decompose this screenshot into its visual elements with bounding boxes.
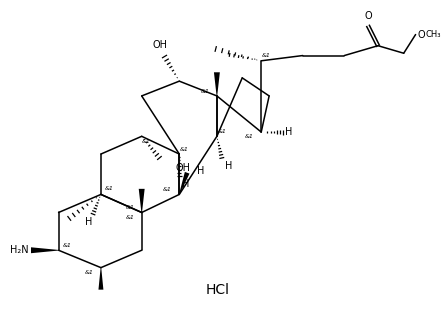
Text: &1: &1 [85,270,94,275]
Text: &1: &1 [163,187,172,192]
Text: H: H [182,179,190,189]
Polygon shape [99,268,103,290]
Text: &1: &1 [245,134,254,139]
Text: &1: &1 [104,186,113,191]
Text: &1: &1 [126,215,134,220]
Text: O: O [418,30,425,40]
Text: &1: &1 [217,129,226,134]
Text: &1: &1 [63,243,72,248]
Text: &1: &1 [180,147,189,152]
Text: OH: OH [175,163,190,173]
Text: &1: &1 [126,205,134,210]
Text: CH₃: CH₃ [426,30,441,39]
Text: H: H [85,217,93,227]
Text: H₂N: H₂N [11,245,29,255]
Polygon shape [31,247,59,253]
Polygon shape [139,189,145,213]
Polygon shape [214,72,220,96]
Text: H: H [285,127,292,137]
Polygon shape [179,172,190,195]
Text: HCl: HCl [206,283,230,297]
Text: H: H [197,166,204,176]
Text: OH: OH [152,40,167,50]
Text: O: O [364,11,372,21]
Text: &1: &1 [142,139,151,144]
Text: H: H [225,161,232,171]
Text: &1: &1 [262,53,271,58]
Text: &1: &1 [201,89,210,94]
